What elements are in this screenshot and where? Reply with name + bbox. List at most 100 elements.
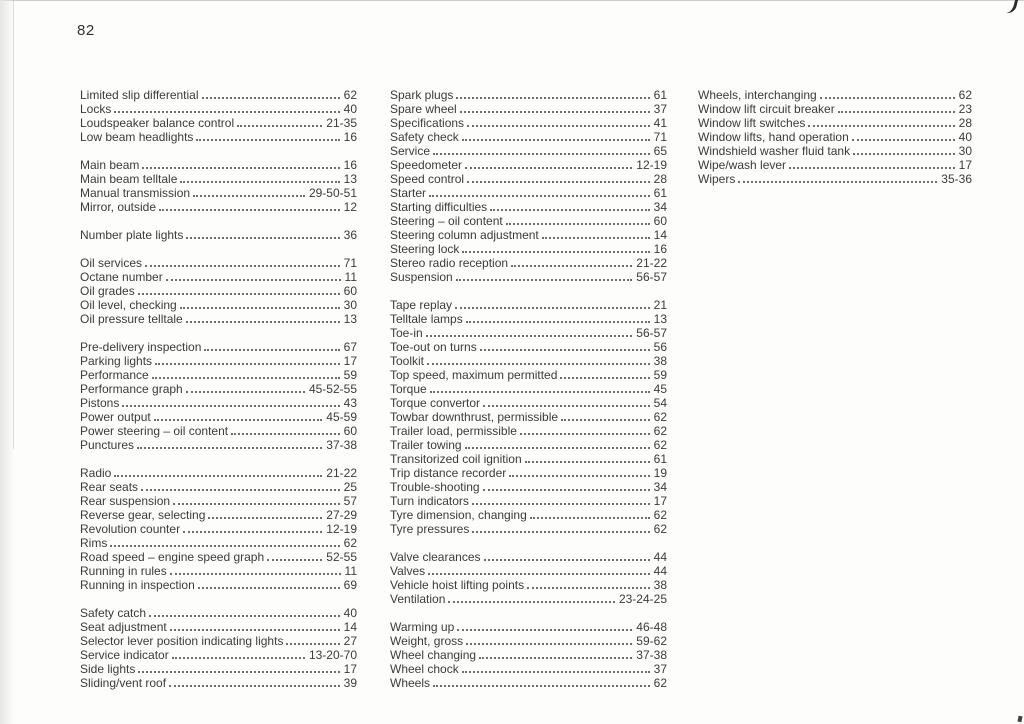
dotted-leader: [464, 447, 650, 449]
scan-edge-left: [0, 0, 14, 724]
dotted-leader: [151, 377, 340, 379]
entry-label: Spare wheel: [390, 102, 457, 116]
dotted-leader: [519, 433, 650, 435]
index-entry: Power steering – oil content 60: [80, 424, 357, 438]
entry-label: Trailer load, permissible: [390, 424, 517, 438]
entry-label: Service indicator: [80, 648, 169, 662]
index-entry: Main beam telltale 13: [80, 172, 357, 186]
entry-page-number: 38: [653, 578, 667, 592]
entry-page-number: 23-24-25: [618, 592, 667, 606]
index-entry: Warming up 46-48: [390, 620, 667, 634]
dotted-leader: [524, 461, 650, 463]
entry-label: Starting difficulties: [390, 200, 488, 214]
entry-page-number: 11: [344, 270, 357, 284]
entry-label: Running in inspection: [80, 578, 195, 592]
index-entry: Steering – oil content 60: [390, 214, 667, 228]
page-number: 82: [77, 22, 95, 39]
entry-label: Manual transmission: [80, 186, 191, 200]
index-entry: Main beam 16: [80, 158, 357, 172]
dotted-leader: [483, 559, 650, 561]
entry-label: Power output: [80, 410, 151, 424]
dotted-leader: [186, 237, 340, 239]
entry-label: Wheel changing: [390, 648, 477, 662]
index-entry: Tape replay 21: [390, 298, 667, 312]
dotted-leader: [789, 167, 955, 169]
entry-page-number: 17: [343, 354, 357, 368]
entry-label: Seat adjustment: [80, 620, 167, 634]
entry-label: Toe-in: [390, 326, 423, 340]
entry-label: Main beam telltale: [80, 172, 178, 186]
dotted-leader: [153, 419, 323, 421]
index-entry: Window lifts, hand operation 40: [698, 130, 972, 144]
index-entry: Specifications 41: [390, 116, 667, 130]
entry-page-number: 44: [653, 550, 667, 564]
dotted-leader: [560, 377, 650, 379]
index-entry: Mirror, outside 12: [80, 200, 357, 214]
index-entry: Performance graph 45-52-55: [80, 382, 357, 396]
entry-page-number: 60: [343, 284, 357, 298]
entry-label: Toolkit: [390, 354, 425, 368]
index-entry: Wheels, interchanging 62: [698, 88, 972, 102]
entry-page-number: 62: [653, 508, 667, 522]
entry-page-number: 62: [653, 424, 667, 438]
dotted-leader: [851, 139, 955, 141]
index-entry: Window lift switches 28: [698, 116, 972, 130]
entry-label: Speed control: [390, 172, 465, 186]
index-entry: Manual transmission 29-50-51: [80, 186, 357, 200]
entry-page-number: 69: [343, 578, 357, 592]
entry-label: Trip distance recorder: [390, 466, 507, 480]
dotted-leader: [427, 363, 650, 365]
entry-label: Revolution counter: [80, 522, 181, 536]
entry-page-number: 45: [653, 382, 667, 396]
dotted-leader: [137, 293, 340, 295]
scan-corner-mark: [1001, 0, 1020, 16]
entry-label: Specifications: [390, 116, 465, 130]
entry-page-number: 62: [653, 522, 667, 536]
dotted-leader: [110, 545, 340, 547]
dotted-leader: [197, 587, 340, 589]
dotted-leader: [137, 447, 323, 449]
entry-label: Oil level, checking: [80, 298, 177, 312]
entry-page-number: 38: [653, 354, 667, 368]
index-column: Wheels, interchanging 62 Window lift circu…: [698, 88, 972, 186]
dotted-leader: [428, 573, 650, 575]
index-entry: Radio 21-22: [80, 466, 357, 480]
index-entry: Weight, gross 59-62: [390, 634, 667, 648]
dotted-leader: [267, 559, 323, 561]
index-entry: Wheel changing 37-38: [390, 648, 667, 662]
dotted-leader: [490, 209, 650, 211]
dotted-leader: [738, 181, 938, 183]
dotted-leader: [529, 517, 650, 519]
index-entry: Wipe/wash lever 17: [698, 158, 972, 172]
entry-page-number: 39: [343, 676, 357, 690]
entry-page-number: 62: [343, 88, 357, 102]
entry-label: Valves: [390, 564, 426, 578]
dotted-leader: [505, 223, 650, 225]
entry-page-number: 52-55: [326, 550, 357, 564]
entry-label: Ventilation: [390, 592, 446, 606]
entry-label: Turn indicators: [390, 494, 469, 508]
index-column: Limited slip differential 62 Locks 40 Loudsp…: [80, 88, 357, 690]
entry-page-number: 16: [343, 158, 357, 172]
entry-page-number: 41: [653, 116, 667, 130]
dotted-leader: [461, 671, 650, 673]
entry-label: Number plate lights: [80, 228, 184, 242]
index-entry: Rims 62: [80, 536, 357, 550]
entry-page-number: 44: [653, 564, 667, 578]
entry-page-number: 56: [653, 340, 667, 354]
dotted-leader: [142, 167, 340, 169]
index-entry: Revolution counter 12-19: [80, 522, 357, 536]
entry-page-number: 62: [653, 410, 667, 424]
dotted-leader: [837, 111, 955, 113]
entry-label: Tyre dimension, changing: [390, 508, 527, 522]
dotted-leader: [286, 643, 340, 645]
entry-page-number: 36: [343, 228, 357, 242]
index-entry: Running in rules 11: [80, 564, 357, 578]
entry-page-number: 13-20-70: [308, 648, 357, 662]
dotted-leader: [193, 195, 305, 197]
index-entry: Windshield washer fluid tank 30: [698, 144, 972, 158]
entry-page-number: 16: [343, 130, 357, 144]
dotted-leader: [472, 531, 650, 533]
entry-label: Window lifts, hand operation: [698, 130, 849, 144]
dotted-leader: [179, 307, 340, 309]
